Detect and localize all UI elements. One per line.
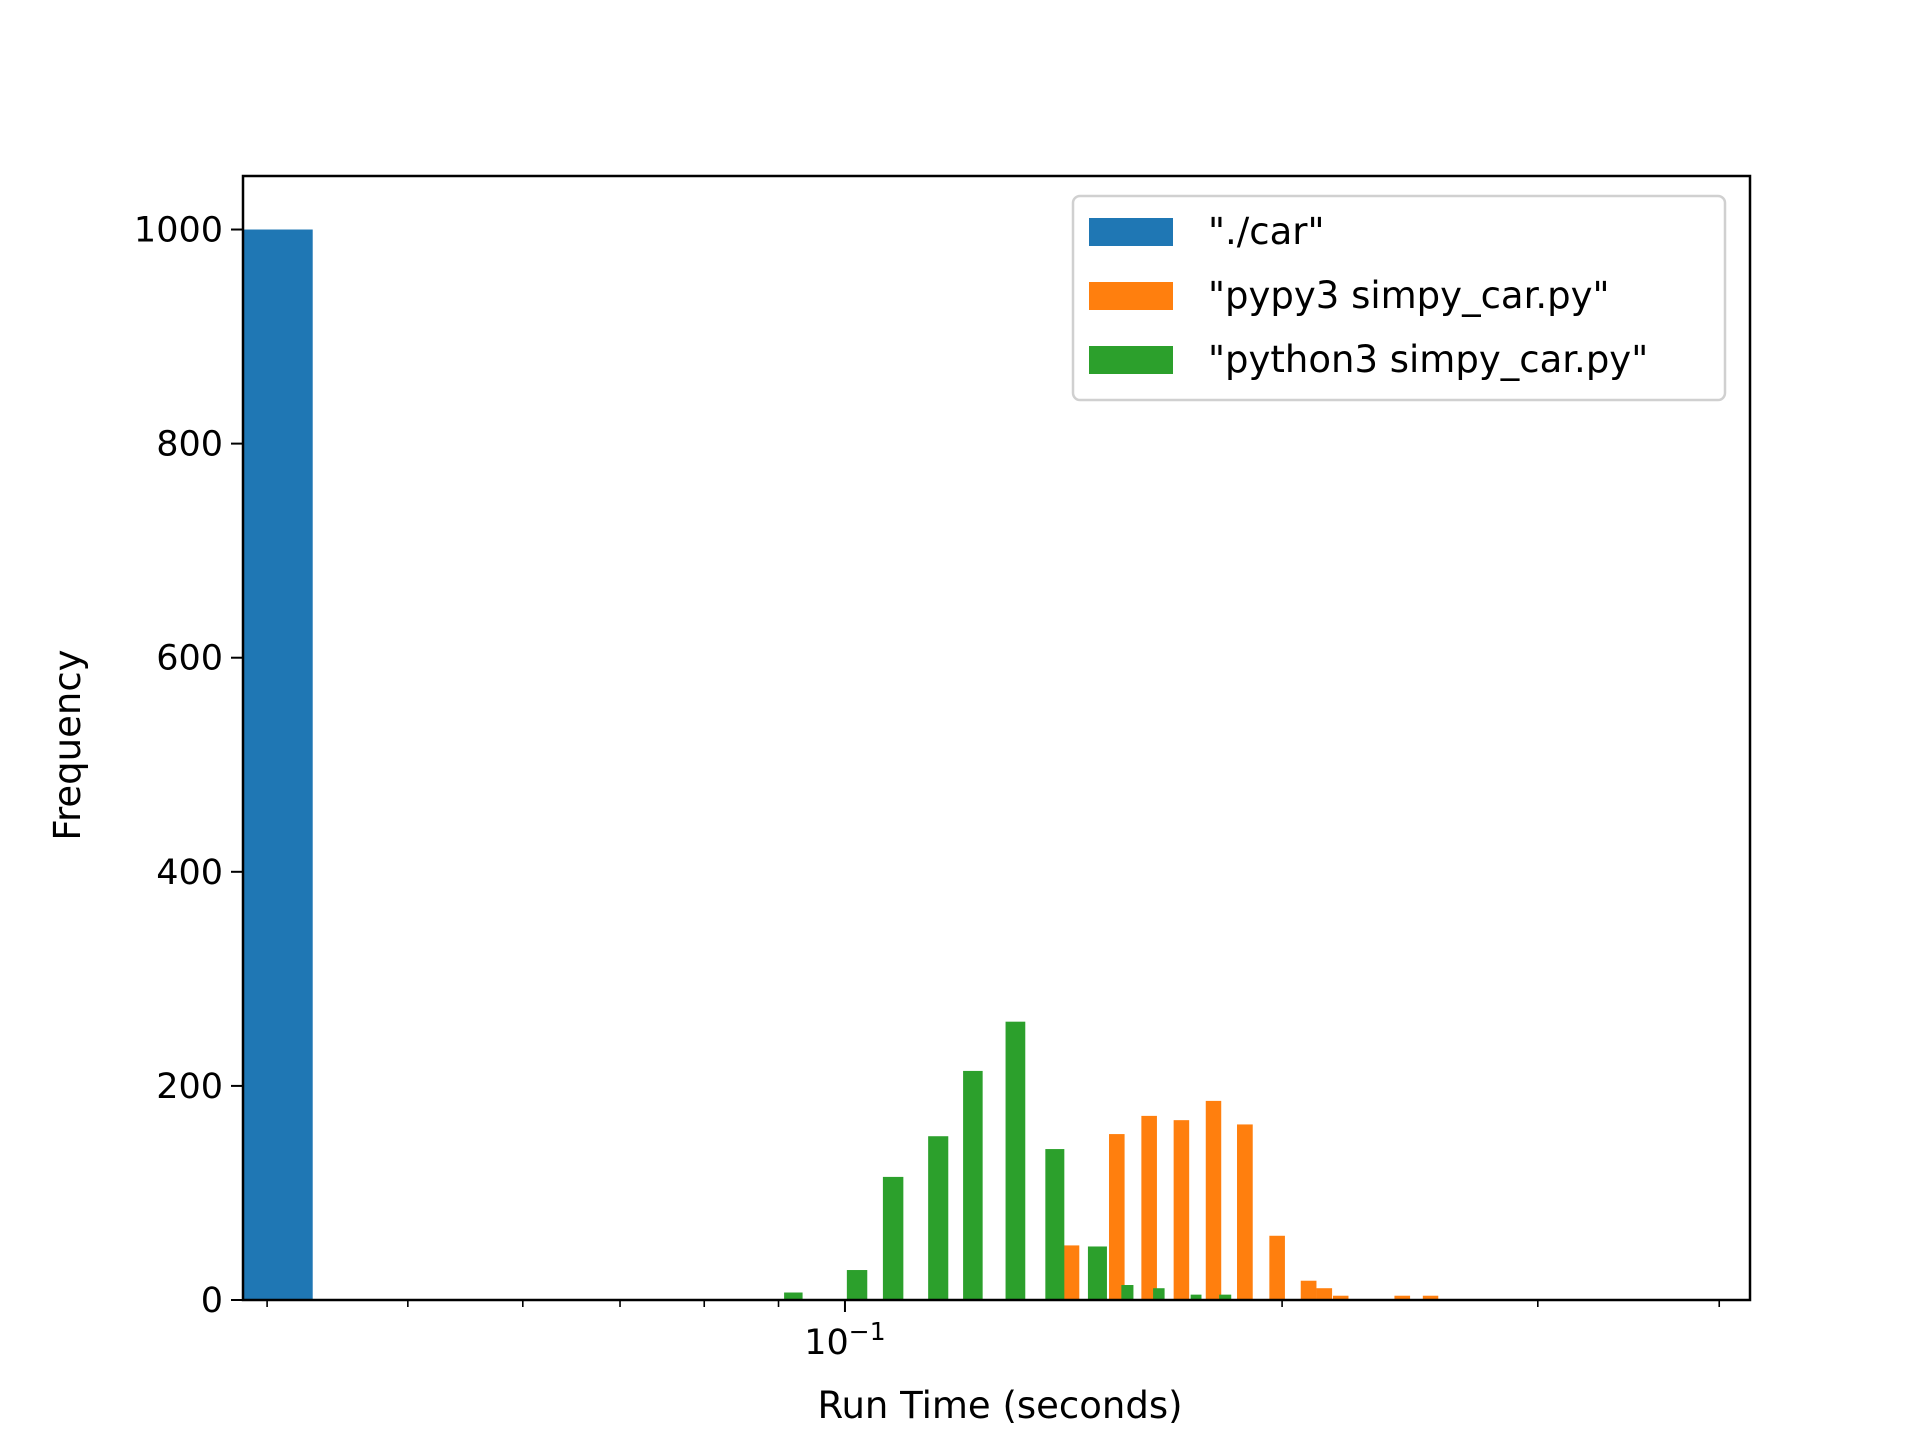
legend-swatch [1089,282,1173,310]
histogram-bar [784,1292,803,1300]
histogram-bar [1190,1294,1202,1300]
histogram-bar [1205,1100,1222,1300]
y-tick-label: 400 [156,853,223,893]
legend-box [1071,194,1727,402]
series-1 [1048,1100,1439,1300]
histogram-bar [1422,1295,1439,1300]
histogram-bar [1121,1285,1134,1300]
histogram-bar [1141,1115,1157,1300]
legend-swatch [1089,218,1173,246]
y-tick-label: 200 [156,1067,223,1107]
histogram-bar [1109,1134,1125,1300]
histogram-bar [243,229,313,1300]
bars-layer [243,229,1439,1300]
histogram-bar [1063,1245,1080,1300]
histogram-bar [963,1070,983,1300]
histogram-bar [882,1176,904,1300]
plot-frame [241,174,1752,1302]
histogram-bar [1269,1235,1285,1300]
histogram-bar [928,1136,949,1300]
y-axis-label: Frequency [46,649,89,840]
histogram-bar [846,1270,868,1300]
x-axis-label: Run Time (seconds) [817,1384,1182,1427]
legend-entry-label: "pypy3 simpy_car.py" [1208,274,1610,317]
histogram-bar [1087,1246,1107,1300]
histogram-bar [1219,1294,1232,1300]
y-tick-label: 600 [156,639,223,679]
x-tick-label: 10−1 [804,1317,885,1363]
y-tick-label: 800 [156,425,223,465]
series-2 [784,1021,1232,1300]
y-tick-label: 0 [201,1281,223,1321]
histogram-bar [1394,1295,1411,1300]
histogram-bar [1005,1021,1026,1300]
histogram-bar [1316,1288,1333,1300]
legend-swatch [1089,346,1173,374]
histogram-bar [1173,1120,1190,1300]
histogram-bar [1237,1124,1253,1300]
y-tick-label: 1000 [134,211,223,251]
legend: "./car" "pypy3 simpy_car.py" "python3 simp… [1071,194,1727,402]
histogram-bar [1153,1288,1165,1300]
legend-entry-label: "./car" [1208,210,1325,253]
legend-entry-label: "python3 simpy_car.py" [1208,338,1648,381]
axes-layer: 0 200 400 600 800 1000 10−1 [134,174,1752,1363]
histogram-bar [1045,1149,1065,1300]
series-0 [243,229,313,1300]
histogram-bar [1332,1295,1349,1300]
histogram-bar [1300,1280,1317,1300]
